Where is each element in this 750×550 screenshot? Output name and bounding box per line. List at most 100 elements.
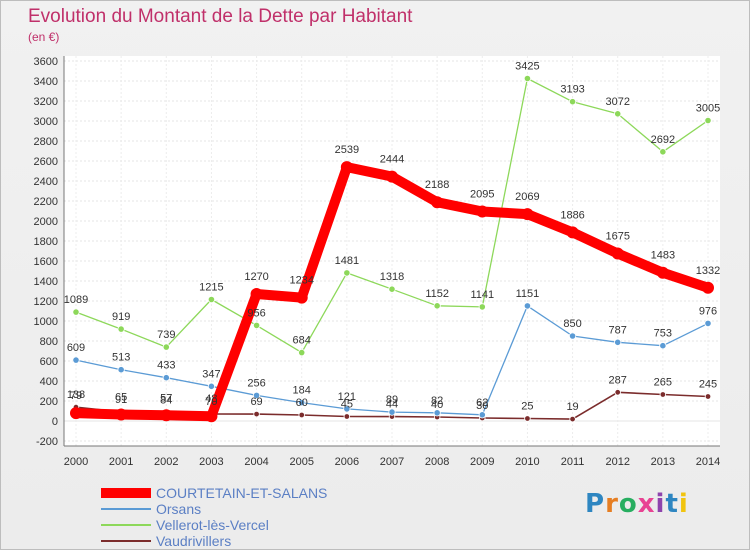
y-tick-label: 2400 [34, 176, 58, 188]
data-label: 138 [67, 389, 85, 401]
data-label: 1270 [244, 271, 268, 283]
x-tick-label: 2003 [199, 456, 223, 468]
data-label: 89 [386, 394, 398, 406]
data-point [433, 409, 441, 417]
data-label: 40 [431, 399, 443, 411]
data-point [115, 408, 128, 421]
data-point [656, 266, 669, 279]
data-point [614, 389, 621, 396]
data-point [478, 303, 486, 311]
data-point [388, 285, 396, 293]
data-label: 753 [654, 328, 672, 340]
data-label: 60 [296, 397, 308, 409]
data-label: 1318 [380, 271, 404, 283]
y-tick-label: 2000 [34, 216, 58, 228]
data-label: 3425 [515, 61, 539, 73]
y-tick-label: 800 [40, 336, 58, 348]
x-tick-label: 2004 [244, 456, 268, 468]
data-point [253, 410, 260, 418]
data-point [659, 148, 667, 156]
data-point [252, 321, 261, 329]
data-label: 2539 [335, 144, 359, 156]
data-label: 184 [293, 385, 311, 397]
x-tick-label: 2014 [696, 456, 720, 468]
data-label: 919 [112, 311, 130, 323]
legend-label-vaudrivillers: Vaudrivillers [156, 533, 232, 549]
data-point [568, 98, 577, 106]
data-point [162, 343, 170, 351]
x-tick-label: 2006 [335, 456, 359, 468]
data-point [523, 302, 532, 310]
legend-label-vellerot: Vellerot-lès-Vercel [156, 517, 269, 533]
data-label: 45 [341, 399, 353, 411]
y-tick-label: 1800 [34, 236, 58, 248]
data-label: 1089 [64, 294, 88, 306]
data-label: 347 [202, 368, 220, 380]
x-tick-label: 2001 [109, 456, 133, 468]
y-tick-label: 1000 [34, 316, 58, 328]
data-point [343, 405, 351, 413]
data-label: 1481 [335, 255, 359, 267]
data-point [386, 170, 398, 183]
data-label: 245 [699, 379, 717, 391]
data-point [72, 308, 80, 316]
data-point [568, 332, 577, 340]
data-label: 3005 [696, 103, 720, 115]
data-label: 1483 [651, 250, 675, 262]
y-tick-label: 2200 [34, 196, 58, 208]
data-label: 739 [157, 329, 175, 341]
data-label: 79 [70, 390, 82, 402]
x-tick-label: 2012 [605, 456, 629, 468]
data-label: 121 [338, 391, 356, 403]
data-point [205, 410, 218, 423]
data-label: 265 [654, 377, 672, 389]
x-tick-label: 2005 [289, 456, 313, 468]
data-label: 2444 [380, 154, 404, 166]
chart-title: Evolution du Montant de la Dette par Hab… [28, 6, 413, 27]
data-point [252, 391, 261, 399]
data-point [611, 247, 624, 260]
data-label: 2095 [470, 189, 494, 201]
data-label: 62 [476, 397, 488, 409]
data-label: 287 [609, 374, 627, 386]
y-tick-label: 1400 [34, 276, 58, 288]
data-point [704, 116, 712, 125]
data-label: 787 [609, 324, 627, 336]
data-label: 1151 [516, 288, 540, 300]
data-label: 48 [205, 393, 217, 405]
data-label: 1675 [605, 231, 629, 243]
data-point [117, 325, 125, 333]
data-point [388, 408, 396, 416]
data-point [704, 319, 712, 327]
y-tick-label: 2800 [34, 136, 58, 148]
data-point [298, 411, 305, 419]
data-point [569, 415, 576, 423]
y-tick-label: 200 [40, 396, 58, 408]
data-label: 513 [112, 352, 130, 364]
data-label: 3193 [560, 84, 584, 96]
data-point [521, 208, 534, 221]
data-label: 1886 [560, 209, 584, 221]
data-point [343, 269, 351, 277]
data-label: 2069 [515, 191, 539, 203]
data-label: 2692 [651, 134, 675, 146]
y-tick-label: 3000 [34, 116, 58, 128]
y-tick-label: 2600 [34, 156, 58, 168]
data-point [295, 291, 308, 304]
chart-subtitle: (en €) [28, 30, 60, 44]
x-tick-label: 2011 [561, 456, 585, 468]
data-label: 2188 [425, 179, 449, 191]
data-point [250, 288, 263, 300]
y-tick-label: 600 [40, 356, 58, 368]
x-tick-label: 2009 [470, 456, 494, 468]
data-point [478, 411, 486, 419]
data-point [117, 366, 125, 374]
legend-label-orsans: Orsans [156, 501, 202, 517]
data-point [162, 374, 170, 382]
legend-label-courtetain: COURTETAIN-ET-SALANS [156, 485, 328, 501]
data-label: 25 [521, 401, 533, 413]
data-label: 956 [247, 307, 265, 319]
data-point [614, 338, 622, 346]
data-label: 69 [250, 396, 262, 408]
